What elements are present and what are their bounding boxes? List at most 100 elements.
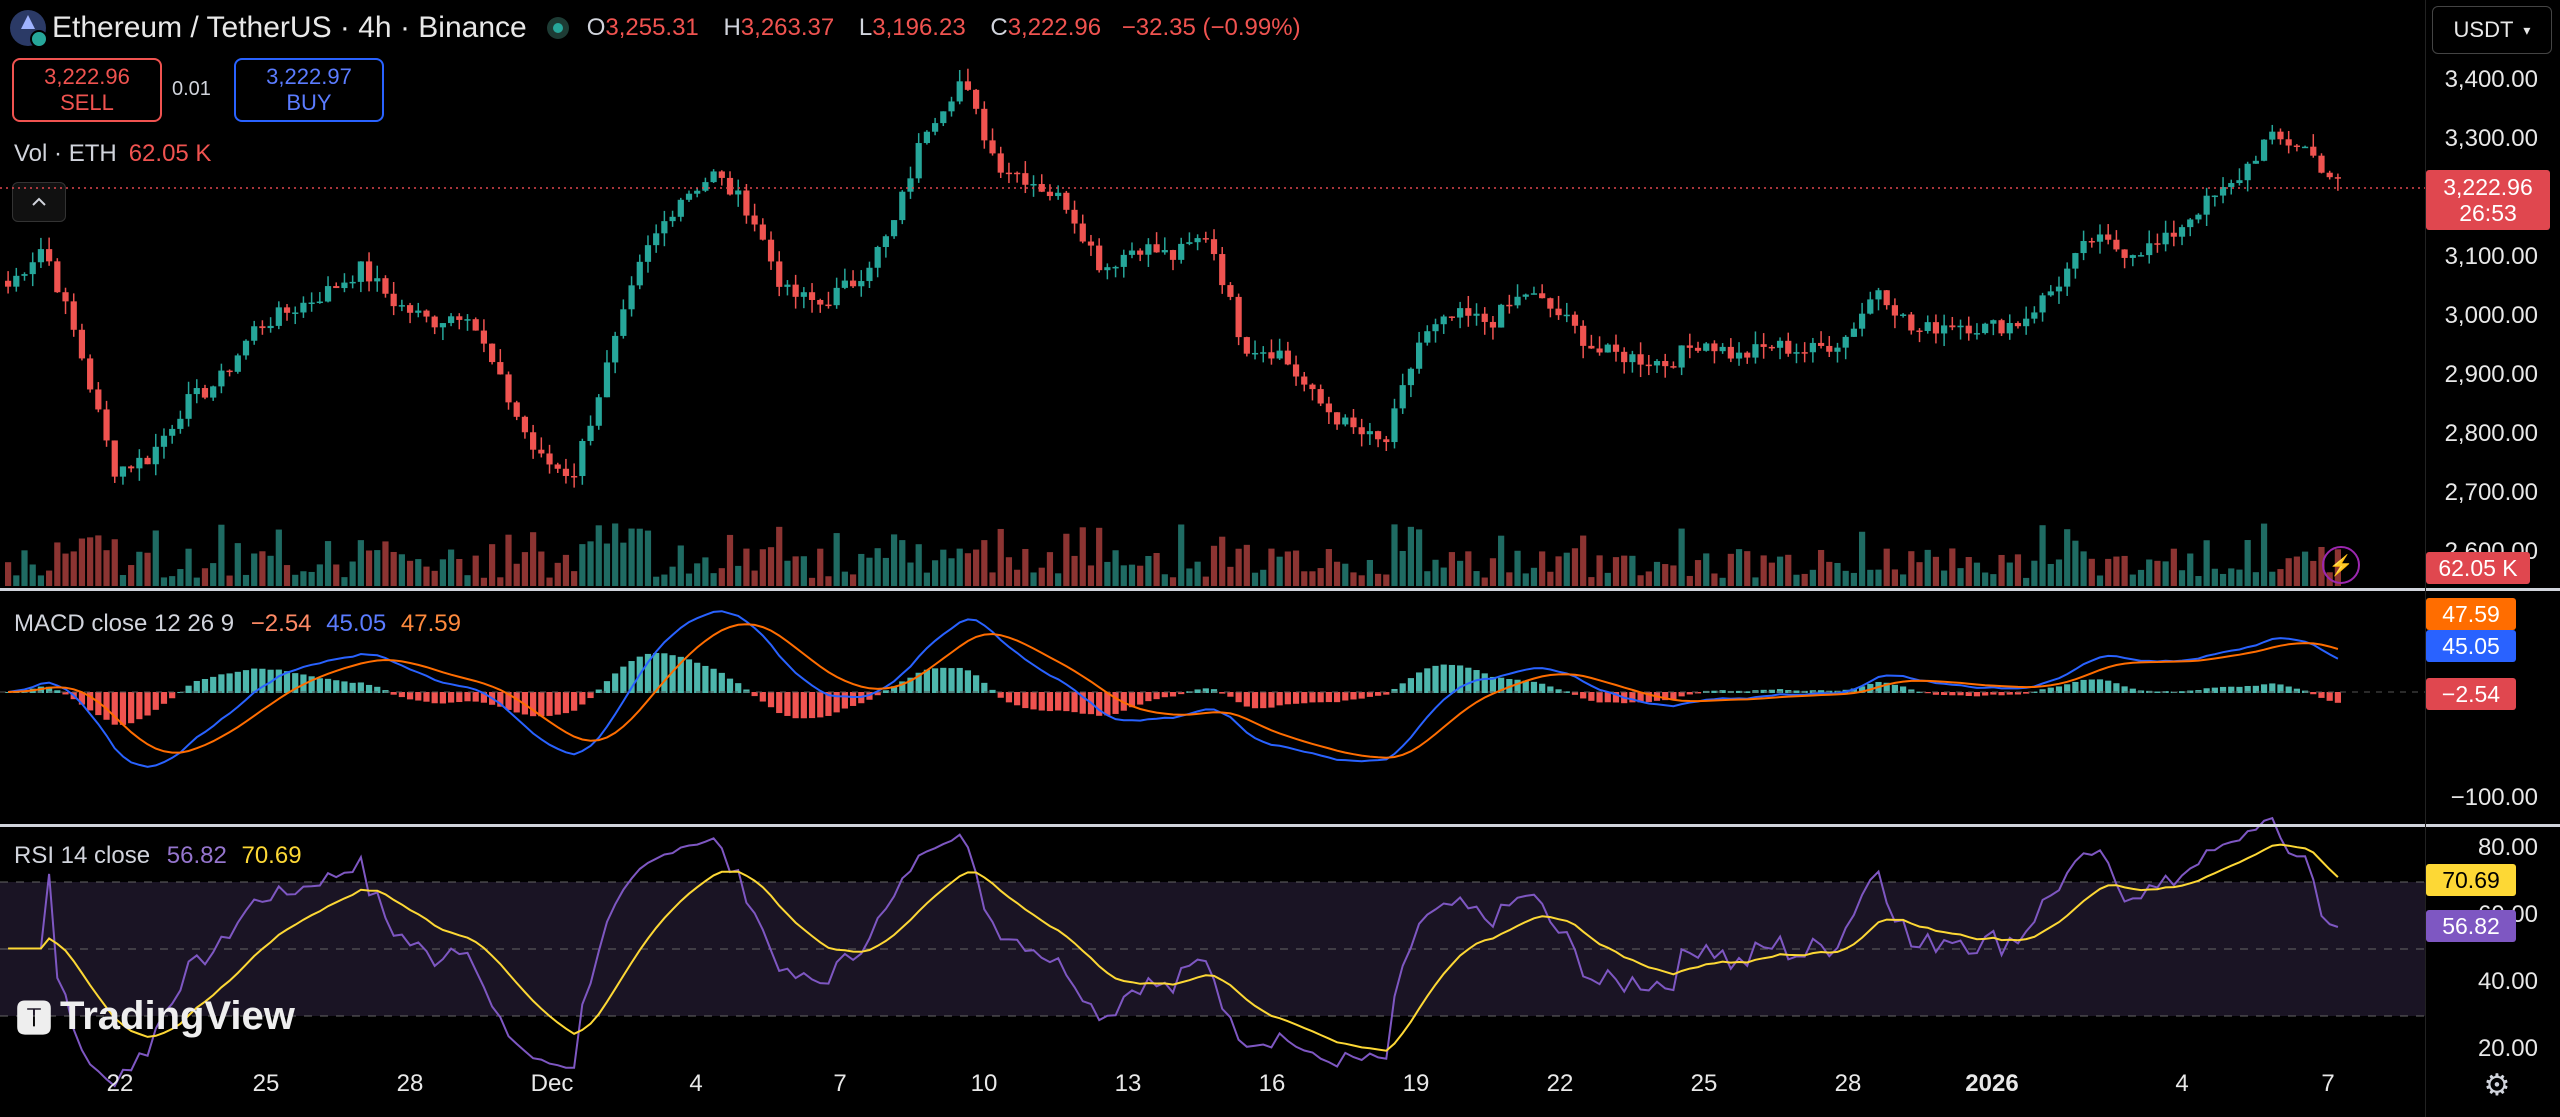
candle-body xyxy=(1128,250,1136,255)
candle-body xyxy=(661,221,668,234)
volume-legend[interactable]: Vol · ETH 62.05 K xyxy=(14,140,211,168)
volume-bar xyxy=(357,540,364,586)
macd-hist-bar xyxy=(2121,686,2128,693)
price-tick: 3,100.00 xyxy=(2444,243,2538,270)
rsi-tick: 20.00 xyxy=(2477,1035,2538,1062)
candle-body xyxy=(751,215,758,225)
macd-hist-bar xyxy=(1284,692,1291,705)
volume-bar xyxy=(661,574,668,586)
macd-line xyxy=(7,610,2339,768)
ethereum-logo-icon xyxy=(10,10,48,48)
volume-bar xyxy=(456,558,463,586)
macd-hist-bar xyxy=(1457,665,1464,693)
candle-body xyxy=(808,292,816,300)
macd-hist-bar xyxy=(2277,684,2284,693)
volume-bar xyxy=(973,549,980,586)
macd-hist-bar xyxy=(1604,692,1611,703)
candle-body xyxy=(292,312,299,314)
candle-body xyxy=(874,247,881,268)
macd-hist-bar xyxy=(2252,685,2259,693)
candle-body xyxy=(644,245,652,262)
macd-hist-bar xyxy=(497,692,504,707)
volume-bar xyxy=(5,562,12,586)
volume-bar xyxy=(587,541,594,586)
macd-hist-bar xyxy=(283,671,291,693)
volume-bar xyxy=(226,575,233,586)
candle-body xyxy=(1374,431,1382,440)
pane-separator[interactable] xyxy=(0,588,2560,591)
settings-gear-icon[interactable]: ⚙ xyxy=(2483,1068,2511,1102)
candle-body xyxy=(694,190,701,194)
macd-hist-bar xyxy=(612,673,619,693)
macd-hist-bar xyxy=(1416,672,1423,693)
candle-body xyxy=(1998,320,2005,334)
tradingview-logo[interactable]: 🆃 TradingView xyxy=(16,990,295,1042)
volume-bar xyxy=(259,551,266,586)
volume-bar xyxy=(1998,554,2005,586)
macd-hist-bar xyxy=(1555,689,1562,693)
macd-hist-bar xyxy=(1202,688,1209,693)
volume-bar xyxy=(1949,548,1956,586)
volume-bar xyxy=(46,570,53,586)
macd-hist-bar xyxy=(78,692,86,705)
currency-selector[interactable]: USDT ▾ xyxy=(2432,6,2552,54)
volume-bar xyxy=(1752,577,1759,586)
volume-bar xyxy=(1112,550,1119,586)
candle-body xyxy=(521,416,529,433)
volume-bar xyxy=(1448,552,1456,586)
candle-body xyxy=(1424,331,1431,343)
pane-separator[interactable] xyxy=(0,824,2560,827)
lightning-icon[interactable]: ⚡ xyxy=(2322,546,2360,584)
volume-bar xyxy=(743,548,750,586)
macd-legend[interactable]: MACD close 12 26 9 −2.54 45.05 47.59 xyxy=(14,610,461,638)
candle-body xyxy=(636,261,643,286)
volume-bar xyxy=(989,572,996,586)
volume-bar xyxy=(1186,568,1193,586)
candle-body xyxy=(2080,241,2087,254)
candle-body xyxy=(792,284,799,297)
volume-bar xyxy=(1982,572,1989,586)
macd-hist-bar xyxy=(1046,692,1054,712)
volume-bar xyxy=(1678,528,1685,586)
candle-body xyxy=(989,140,996,154)
macd-hist-bar xyxy=(1629,692,1636,703)
volume-bar xyxy=(1399,550,1406,586)
macd-hist-bar xyxy=(2178,691,2186,693)
volume-bar xyxy=(2096,575,2104,586)
macd-hist-bar xyxy=(103,692,110,720)
volume-bar xyxy=(538,551,545,586)
macd-hist-bar xyxy=(46,686,53,693)
candle-body xyxy=(997,153,1004,173)
volume-bar xyxy=(1309,571,1316,586)
macd-line-tag-value: 45.05 xyxy=(2442,632,2500,659)
candle-body xyxy=(1883,290,1890,306)
rsi-legend[interactable]: RSI 14 close 56.82 70.69 xyxy=(14,842,302,870)
volume-bar xyxy=(201,568,209,586)
symbol-title[interactable]: Ethereum / TetherUS · 4h · Binance xyxy=(52,11,527,44)
volume-bar xyxy=(1588,577,1595,586)
candle-body xyxy=(718,171,725,178)
rsi-ma-value: 70.69 xyxy=(241,842,302,869)
low-key: L xyxy=(858,14,873,41)
candle-body xyxy=(1071,209,1078,224)
candle-body xyxy=(1473,313,1480,316)
candle-body xyxy=(2105,234,2112,240)
candle-body xyxy=(1366,431,1373,435)
volume-bar xyxy=(1440,567,1447,586)
volume-bar xyxy=(858,553,865,586)
candle-body xyxy=(95,389,102,410)
buy-button[interactable]: 3,222.97 BUY xyxy=(234,58,384,122)
candle-body xyxy=(2334,177,2341,179)
collapse-legend-button[interactable] xyxy=(12,182,66,222)
candle-body xyxy=(480,330,488,344)
candle-body xyxy=(1153,244,1160,253)
sell-button[interactable]: 3,222.96 SELL xyxy=(12,58,162,122)
volume-bar xyxy=(1662,564,1669,586)
candle-body xyxy=(1120,254,1127,267)
candle-body xyxy=(759,224,766,240)
candle-body xyxy=(365,261,373,282)
volume-bar xyxy=(70,551,77,586)
macd-hist-bar xyxy=(1514,679,1521,693)
candle-body xyxy=(2031,312,2038,319)
